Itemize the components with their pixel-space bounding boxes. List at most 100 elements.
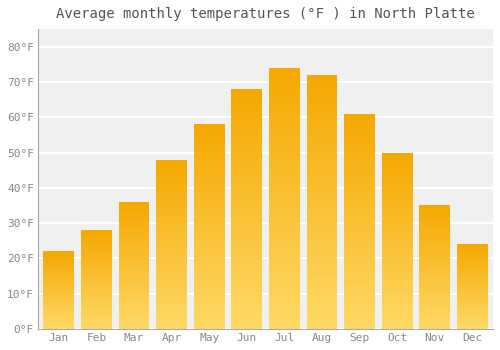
Bar	[156, 305, 187, 307]
Bar	[156, 243, 187, 244]
Bar	[44, 263, 74, 264]
Bar	[194, 218, 224, 220]
Bar	[269, 274, 300, 277]
Bar	[232, 96, 262, 99]
Bar	[118, 240, 150, 241]
Bar	[44, 306, 74, 307]
Bar	[420, 268, 450, 270]
Bar	[118, 208, 150, 210]
Bar	[457, 294, 488, 295]
Bar	[306, 118, 338, 121]
Bar	[232, 231, 262, 233]
Bar	[156, 300, 187, 302]
Bar	[194, 302, 224, 304]
Bar	[44, 328, 74, 329]
Bar	[118, 218, 150, 220]
Bar	[306, 88, 338, 90]
Bar	[232, 195, 262, 197]
Bar	[44, 276, 74, 277]
Bar	[382, 225, 412, 226]
Bar	[420, 313, 450, 314]
Bar	[457, 317, 488, 318]
Bar	[118, 264, 150, 265]
Bar	[382, 276, 412, 278]
Bar	[420, 270, 450, 271]
Bar	[306, 161, 338, 164]
Bar	[118, 244, 150, 245]
Bar	[382, 204, 412, 205]
Bar	[118, 230, 150, 231]
Bar	[118, 307, 150, 309]
Bar	[344, 324, 375, 327]
Bar	[194, 257, 224, 259]
Bar	[420, 259, 450, 260]
Bar	[232, 187, 262, 190]
Bar	[156, 216, 187, 217]
Bar	[232, 175, 262, 178]
Bar	[420, 316, 450, 318]
Bar	[344, 320, 375, 322]
Bar	[118, 310, 150, 311]
Bar	[344, 172, 375, 174]
Bar	[269, 102, 300, 104]
Bar	[44, 307, 74, 308]
Bar	[457, 251, 488, 252]
Bar	[269, 141, 300, 144]
Bar	[118, 301, 150, 302]
Bar	[232, 293, 262, 295]
Bar	[232, 322, 262, 324]
Bar	[232, 286, 262, 288]
Bar	[81, 298, 112, 299]
Bar	[118, 258, 150, 259]
Bar	[81, 322, 112, 323]
Bar	[269, 149, 300, 152]
Bar	[382, 253, 412, 255]
Bar	[306, 281, 338, 283]
Bar	[344, 266, 375, 269]
Bar	[344, 148, 375, 150]
Bar	[306, 288, 338, 291]
Bar	[457, 247, 488, 248]
Bar	[306, 286, 338, 288]
Bar	[420, 236, 450, 238]
Bar	[306, 93, 338, 95]
Bar	[306, 95, 338, 98]
Bar	[269, 136, 300, 138]
Bar	[156, 249, 187, 251]
Bar	[306, 108, 338, 111]
Bar	[156, 172, 187, 173]
Bar	[156, 317, 187, 319]
Bar	[156, 237, 187, 239]
Bar	[194, 145, 224, 147]
Bar	[306, 133, 338, 136]
Bar	[81, 274, 112, 275]
Bar	[420, 328, 450, 329]
Bar	[457, 252, 488, 253]
Bar	[457, 306, 488, 307]
Bar	[156, 229, 187, 231]
Bar	[232, 218, 262, 221]
Bar	[420, 247, 450, 248]
Bar	[457, 270, 488, 271]
Bar	[269, 190, 300, 193]
Bar	[118, 253, 150, 254]
Bar	[306, 255, 338, 258]
Bar	[44, 281, 74, 282]
Bar	[194, 294, 224, 296]
Bar	[232, 144, 262, 147]
Bar	[81, 269, 112, 270]
Bar	[194, 165, 224, 167]
Bar	[44, 255, 74, 256]
Bar	[269, 287, 300, 290]
Bar	[81, 297, 112, 298]
Bar	[194, 292, 224, 294]
Bar	[194, 169, 224, 172]
Bar	[306, 275, 338, 278]
Bar	[232, 173, 262, 175]
Bar	[118, 250, 150, 251]
Bar	[81, 278, 112, 279]
Bar	[194, 272, 224, 274]
Bar	[156, 190, 187, 192]
Bar	[420, 315, 450, 316]
Bar	[44, 325, 74, 326]
